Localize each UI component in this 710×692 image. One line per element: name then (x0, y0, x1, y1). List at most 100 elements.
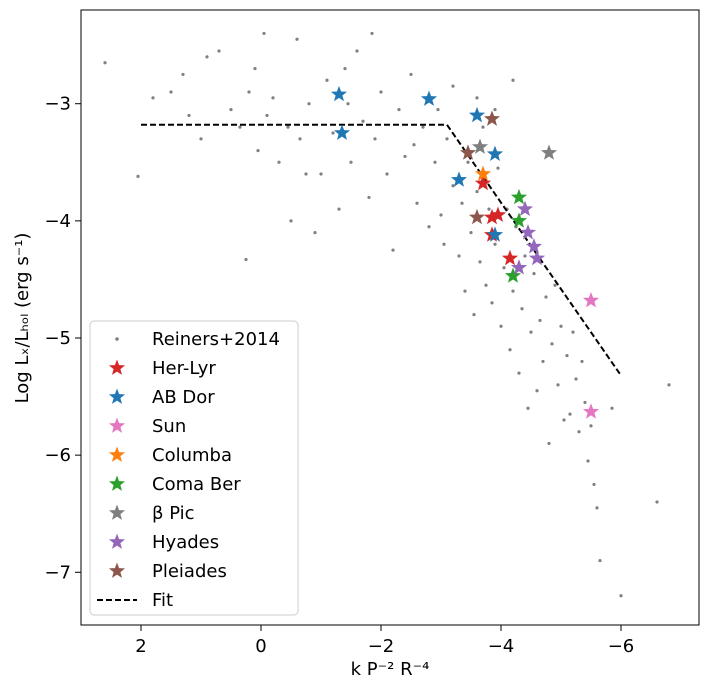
legend-box (89, 320, 299, 616)
background-point (478, 260, 482, 264)
y-axis-label: Log Lₓ/Lₕₒₗ (erg s⁻¹) (12, 233, 33, 404)
background-point (481, 125, 485, 129)
background-point (436, 107, 440, 112)
background-scatter (103, 31, 671, 598)
background-point (667, 383, 671, 387)
background-point (373, 137, 377, 141)
background-point (586, 459, 590, 463)
background-point (346, 102, 350, 106)
y-axis: −3 −4 −5 −6 −7 (44, 94, 81, 583)
background-point (187, 113, 191, 118)
legend-marker (115, 337, 119, 341)
star-point (486, 226, 504, 242)
background-point (589, 424, 593, 428)
background-point (457, 254, 461, 258)
background-point (289, 219, 293, 223)
y-tick-label: −6 (44, 445, 71, 466)
star-point (483, 208, 501, 225)
background-point (361, 119, 365, 123)
x-axis-label: k P⁻² R⁻⁴ (351, 659, 430, 680)
background-point (490, 301, 494, 305)
star-point (474, 165, 492, 181)
star-point (486, 145, 504, 161)
legend-label: Pleiades (152, 561, 227, 582)
star-point (333, 124, 351, 140)
y-tick-label: −4 (44, 211, 71, 232)
background-point (511, 78, 515, 82)
background-point (355, 49, 359, 53)
background-point (349, 160, 353, 164)
background-point (247, 90, 251, 94)
background-point (562, 418, 566, 422)
fit-line (141, 123, 622, 377)
background-point (508, 348, 512, 352)
background-point (568, 412, 572, 416)
star-point (420, 90, 438, 106)
background-point (262, 31, 266, 36)
background-point (535, 389, 539, 393)
background-point (541, 359, 545, 364)
background-point (367, 195, 371, 200)
star-point (504, 267, 522, 283)
x-tick-label: 0 (255, 636, 266, 657)
y-tick-label: −7 (44, 562, 71, 583)
background-point (199, 137, 203, 141)
background-point (496, 166, 500, 170)
star-point (483, 110, 501, 126)
background-point (565, 353, 569, 358)
background-point (502, 266, 506, 270)
background-point (520, 307, 524, 311)
background-point (487, 207, 491, 211)
background-point (493, 107, 497, 112)
star-point (489, 206, 507, 222)
legend-label: Coma Ber (152, 474, 241, 495)
star-point (471, 138, 489, 154)
background-point (271, 96, 275, 100)
background-point (136, 174, 140, 178)
background-point (313, 230, 317, 235)
star-point (582, 292, 600, 308)
background-point (103, 61, 107, 65)
background-point (397, 107, 401, 112)
background-point (370, 31, 374, 36)
y-tick-label: −3 (44, 94, 71, 115)
background-point (619, 594, 623, 598)
star-point (459, 144, 477, 160)
star-point (510, 259, 528, 275)
background-point (325, 78, 329, 82)
background-point (244, 257, 248, 262)
background-point (532, 271, 536, 276)
legend-label: β Pic (152, 503, 195, 524)
background-point (277, 160, 281, 164)
background-point (343, 66, 347, 71)
star-point (519, 224, 537, 240)
x-axis: 2 0 −2 −4 −6 (135, 625, 634, 657)
legend-label: AB Dor (152, 387, 215, 408)
background-point (415, 201, 419, 205)
background-point (286, 125, 290, 129)
background-point (403, 154, 407, 159)
star-point (525, 238, 543, 254)
background-point (556, 383, 560, 387)
background-point (391, 248, 395, 252)
x-tick-label: 2 (135, 636, 146, 657)
background-point (580, 359, 584, 364)
background-point (445, 137, 449, 141)
background-point (337, 207, 341, 211)
legend-label: Fit (152, 590, 173, 611)
legend-label: Sun (152, 416, 186, 437)
x-tick-label: −4 (488, 636, 515, 657)
legend-label: Her-Lyr (152, 358, 216, 379)
background-point (472, 312, 476, 317)
background-point (493, 242, 497, 246)
background-point (526, 406, 530, 410)
background-point (577, 430, 581, 434)
background-point (460, 201, 464, 205)
legend-label: Columba (152, 445, 232, 466)
background-point (379, 90, 383, 94)
background-point (439, 213, 443, 217)
background-point (523, 254, 527, 258)
background-point (385, 172, 389, 176)
legend-marker (108, 533, 126, 549)
